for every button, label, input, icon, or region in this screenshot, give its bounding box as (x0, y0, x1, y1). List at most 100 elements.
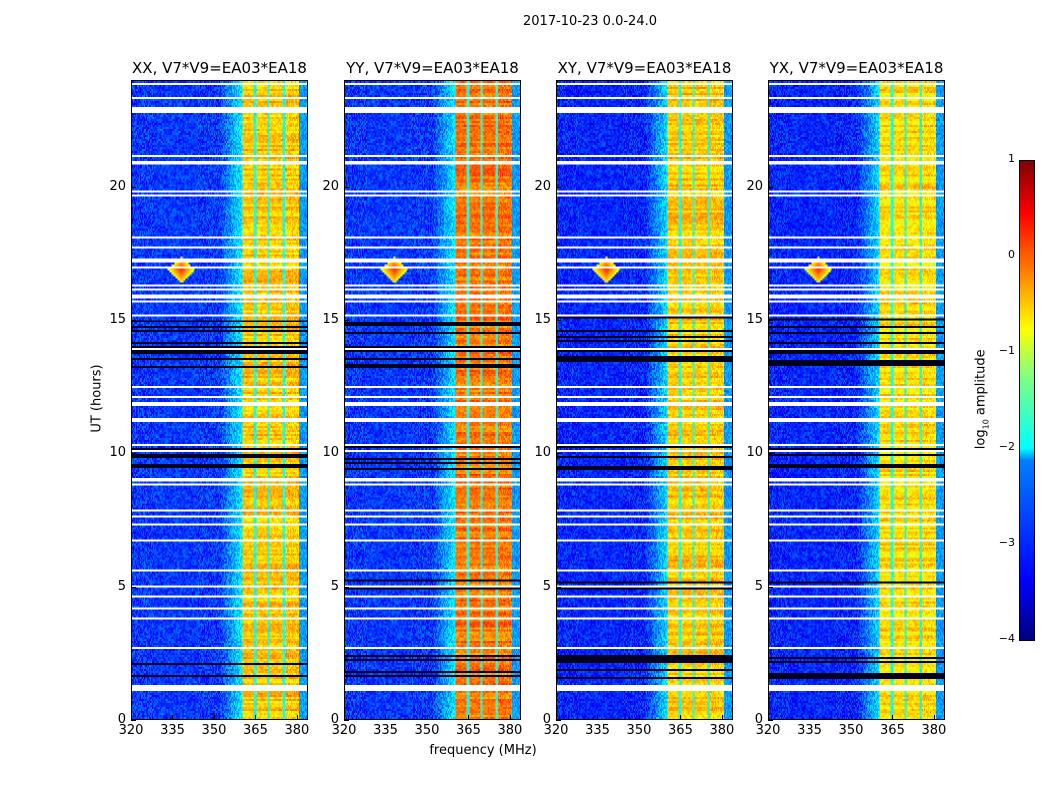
x-tick-mark (556, 715, 557, 720)
x-tick-label: 365 (880, 723, 905, 738)
y-tick-label: 20 (322, 178, 339, 194)
y-tick-mark (556, 720, 561, 721)
y-tick-label: 15 (534, 312, 551, 327)
y-tick-mark (131, 453, 136, 455)
x-tick-mark (768, 715, 769, 720)
y-tick-label: 10 (109, 445, 126, 461)
figure-title: 2017-10-23 0.0-24.0 (523, 14, 657, 29)
y-tick-mark (556, 453, 561, 455)
heatmap-panel-yx (768, 80, 945, 720)
y-tick-label: 5 (542, 578, 551, 594)
colorbar-tick-label: −2 (998, 440, 1015, 453)
y-tick-label: 5 (117, 578, 126, 594)
y-tick-label: 5 (330, 578, 339, 594)
y-tick-label: 5 (754, 578, 763, 594)
y-tick-mark (556, 186, 561, 188)
y-tick-label: 0 (542, 712, 551, 727)
colorbar-tick-label: 1 (1008, 152, 1015, 165)
x-tick-mark (385, 715, 387, 720)
x-tick-mark (255, 715, 257, 720)
x-tick-mark (296, 715, 298, 720)
x-tick-label: 380 (921, 723, 947, 738)
x-tick-mark (172, 715, 174, 720)
y-tick-label: 20 (746, 178, 763, 194)
y-tick-mark (344, 453, 349, 455)
panel-title: XX, V7*V9=EA03*EA18 (132, 59, 307, 77)
heatmap-image (769, 81, 944, 719)
colorbar-tick-label: −1 (998, 344, 1015, 357)
y-tick-mark (344, 320, 349, 321)
x-tick-label: 365 (243, 723, 268, 738)
y-tick-label: 0 (330, 712, 339, 727)
y-tick-mark (556, 320, 561, 321)
heatmap-panel-xx (131, 80, 308, 720)
y-tick-mark (344, 720, 349, 721)
x-tick-label: 350 (626, 723, 652, 738)
x-tick-mark (680, 715, 682, 720)
x-tick-mark (933, 715, 935, 720)
y-tick-label: 15 (109, 312, 126, 327)
y-tick-mark (131, 720, 136, 721)
y-tick-mark (556, 586, 561, 588)
heatmap-image (557, 81, 732, 719)
x-tick-label: 335 (160, 723, 185, 738)
x-tick-mark (638, 715, 640, 720)
x-tick-mark (892, 715, 894, 720)
x-tick-mark (344, 715, 345, 720)
x-tick-mark (850, 715, 852, 720)
y-tick-mark (768, 586, 773, 588)
x-tick-mark (721, 715, 723, 720)
heatmap-panel-yy (344, 80, 521, 720)
x-tick-mark (131, 715, 132, 720)
colorbar-tick-label: 0 (1008, 248, 1015, 261)
x-tick-label: 365 (456, 723, 481, 738)
y-tick-label: 0 (117, 712, 126, 727)
x-tick-label: 320 (543, 723, 569, 738)
y-tick-label: 10 (322, 445, 339, 461)
panel-title: XY, V7*V9=EA03*EA18 (557, 59, 732, 77)
y-tick-mark (344, 586, 349, 588)
x-tick-label: 335 (797, 723, 822, 738)
colorbar-tick-label: −3 (998, 536, 1015, 549)
y-tick-mark (131, 586, 136, 588)
x-tick-label: 380 (284, 723, 310, 738)
x-tick-mark (468, 715, 470, 720)
y-tick-mark (344, 186, 349, 188)
x-tick-mark (213, 715, 215, 720)
x-tick-label: 320 (331, 723, 357, 738)
y-tick-label: 10 (534, 445, 551, 461)
y-tick-label: 20 (534, 178, 551, 194)
x-tick-mark (426, 715, 428, 720)
y-tick-mark (131, 320, 136, 321)
x-tick-label: 320 (118, 723, 144, 738)
y-tick-label: 15 (746, 312, 763, 327)
x-tick-label: 380 (709, 723, 735, 738)
x-tick-label: 350 (201, 723, 227, 738)
colorbar-tick-label: −4 (998, 632, 1015, 645)
y-tick-mark (131, 186, 136, 188)
panel-title: YX, V7*V9=EA03*EA18 (769, 59, 944, 77)
x-tick-label: 365 (668, 723, 693, 738)
y-tick-mark (768, 720, 773, 721)
x-tick-mark (509, 715, 511, 720)
x-tick-label: 380 (497, 723, 523, 738)
heatmap-panel-xy (556, 80, 733, 720)
y-tick-mark (768, 453, 773, 455)
heatmap-image (132, 81, 307, 719)
y-tick-label: 0 (754, 712, 763, 727)
x-tick-mark (809, 715, 811, 720)
x-tick-label: 320 (755, 723, 781, 738)
heatmap-image (345, 81, 520, 719)
panel-title: YY, V7*V9=EA03*EA18 (346, 59, 519, 77)
y-tick-label: 20 (109, 178, 126, 194)
x-tick-label: 350 (838, 723, 864, 738)
y-tick-label: 15 (322, 312, 339, 327)
x-tick-mark (597, 715, 599, 720)
x-axis-label: frequency (MHz) (429, 743, 537, 758)
x-tick-label: 335 (585, 723, 610, 738)
y-tick-mark (768, 186, 773, 188)
y-tick-label: 10 (746, 445, 763, 461)
colorbar (1019, 160, 1035, 641)
y-axis-label: UT (hours) (89, 364, 105, 433)
